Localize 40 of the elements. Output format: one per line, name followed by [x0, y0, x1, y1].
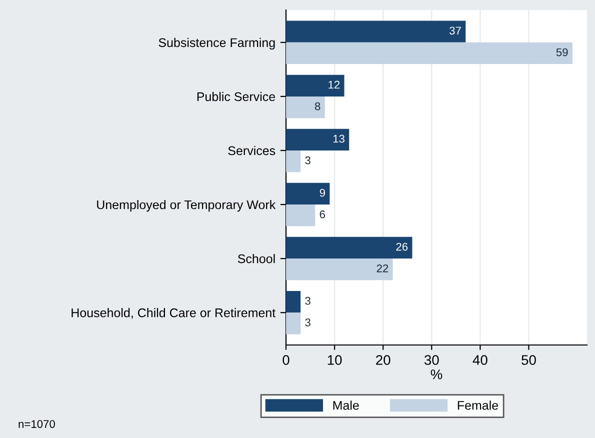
y-tick-label: Unemployed or Temporary Work [97, 200, 276, 212]
y-tick-label: School [238, 254, 275, 264]
x-tick-label: 0 [282, 355, 290, 365]
text: n=1070 [18, 420, 55, 428]
x-tick-label: 20 [376, 355, 390, 365]
data-label: 22 [376, 264, 388, 272]
y-tick-label: Subsistence Farming [158, 38, 275, 50]
data-label: 9 [320, 188, 325, 197]
y-tick-label: Household, Child Care or Retirement [72, 308, 276, 319]
x-tick-label: 50 [522, 355, 536, 365]
bar [286, 42, 572, 64]
y-tick-label: Services [228, 146, 276, 156]
bar [286, 290, 301, 313]
x-tick-label: 30 [424, 355, 439, 365]
bar [286, 150, 301, 172]
bar [286, 74, 344, 96]
data-label: 8 [314, 102, 320, 110]
bar [286, 236, 412, 259]
x-tick-label: 40 [472, 355, 488, 365]
legend-label: Female [458, 400, 498, 410]
bar [286, 96, 325, 118]
data-label: 37 [450, 26, 461, 35]
bar [286, 204, 316, 226]
data-label: 12 [328, 80, 340, 89]
bar [286, 182, 330, 205]
data-label: 59 [556, 48, 568, 56]
x-tick-label: 10 [328, 355, 342, 365]
x-axis-title: % [430, 369, 442, 380]
bar [286, 258, 393, 280]
data-label: 3 [305, 156, 310, 164]
bar [286, 128, 350, 150]
data-label: 13 [333, 134, 344, 143]
data-label: 6 [320, 210, 325, 218]
data-label: 3 [305, 296, 310, 305]
legend-label: Male [333, 400, 359, 410]
y-tick-label: Public Service [197, 92, 276, 102]
bar [286, 20, 466, 42]
data-label: 3 [305, 318, 310, 326]
bar [286, 312, 301, 334]
data-label: 26 [396, 242, 408, 251]
